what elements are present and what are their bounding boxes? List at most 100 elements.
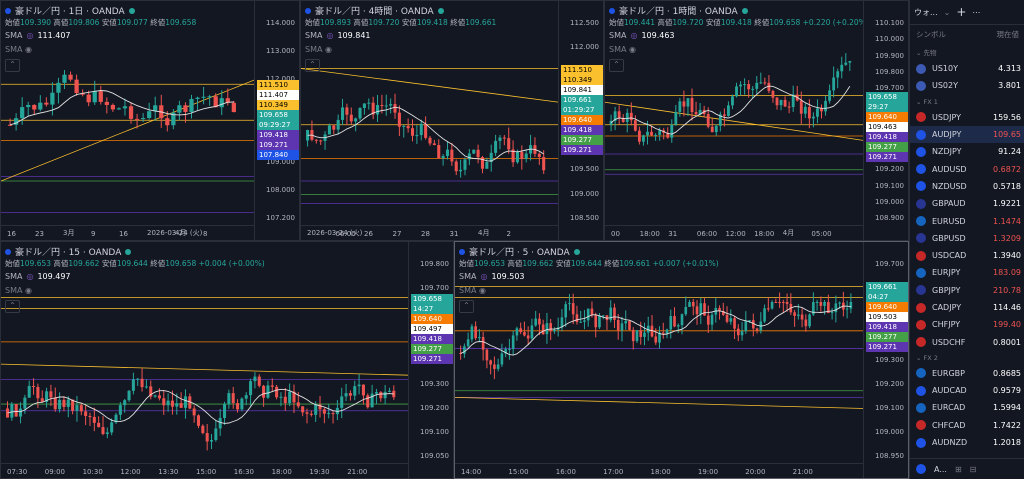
chart-title[interactable]: 豪ドル／円 · 1日 · OANDA bbox=[15, 7, 125, 17]
candle-body[interactable] bbox=[218, 417, 222, 429]
candle-body[interactable] bbox=[38, 102, 43, 110]
sma-legend[interactable]: SMA ◎ 109.841 bbox=[305, 31, 371, 40]
candle-body[interactable] bbox=[92, 416, 96, 423]
candle-body[interactable] bbox=[624, 321, 628, 324]
candle-body[interactable] bbox=[637, 130, 641, 142]
candle-body[interactable] bbox=[725, 314, 729, 322]
candle-body[interactable] bbox=[729, 318, 733, 322]
candle-body[interactable] bbox=[520, 151, 524, 159]
candle-body[interactable] bbox=[309, 413, 313, 415]
candle-body[interactable] bbox=[49, 391, 53, 398]
candle-body[interactable] bbox=[564, 304, 568, 318]
candle-body[interactable] bbox=[140, 378, 144, 388]
candle-body[interactable] bbox=[658, 332, 661, 343]
candle-body[interactable] bbox=[402, 125, 406, 127]
candle-body[interactable] bbox=[466, 339, 470, 347]
watchlist-row-eurusd[interactable]: EURUSD 1.1474 bbox=[910, 212, 1024, 229]
candle-body[interactable] bbox=[727, 105, 730, 116]
candle-body[interactable] bbox=[318, 404, 322, 410]
candle-body[interactable] bbox=[97, 422, 101, 428]
candle-body[interactable] bbox=[214, 428, 218, 440]
candle-body[interactable] bbox=[785, 302, 789, 304]
watchlist-section-header[interactable]: ⌄ FX 2 bbox=[916, 353, 938, 362]
candle-body[interactable] bbox=[755, 328, 759, 331]
candle-body[interactable] bbox=[419, 123, 423, 136]
candle-body[interactable] bbox=[824, 100, 827, 112]
candle-body[interactable] bbox=[288, 391, 292, 404]
candle-body[interactable] bbox=[609, 307, 613, 321]
candle-body[interactable] bbox=[410, 128, 415, 136]
candle-body[interactable] bbox=[706, 315, 710, 325]
candle-body[interactable] bbox=[511, 335, 515, 349]
candle-body[interactable] bbox=[553, 329, 556, 332]
candle-body[interactable] bbox=[467, 153, 471, 160]
candle-body[interactable] bbox=[654, 336, 658, 343]
candle-body[interactable] bbox=[454, 161, 458, 172]
candle-body[interactable] bbox=[344, 393, 348, 397]
candle-body[interactable] bbox=[463, 346, 466, 354]
sma-line[interactable] bbox=[7, 388, 394, 424]
collapse-legend-button[interactable]: ⌃ bbox=[305, 59, 320, 72]
candle-body[interactable] bbox=[231, 393, 235, 404]
chart-pane-4h[interactable]: 豪ドル／円 · 4時間 · OANDA 始値109.893 高値109.720 安… bbox=[300, 0, 604, 241]
chart-title[interactable]: 豪ドル／円 · 1時間 · OANDA bbox=[619, 7, 738, 17]
candle-body[interactable] bbox=[494, 140, 498, 153]
watchlist-section-header[interactable]: ⌄ 先物 bbox=[916, 49, 937, 57]
candle-body[interactable] bbox=[646, 325, 650, 333]
candle-body[interactable] bbox=[706, 114, 710, 127]
candle-body[interactable] bbox=[45, 391, 49, 402]
price-axis[interactable]: 109.700109.600109.500109.400109.300109.2… bbox=[863, 242, 908, 478]
candle-body[interactable] bbox=[498, 137, 502, 141]
candle-body[interactable] bbox=[848, 61, 852, 63]
candle-body[interactable] bbox=[98, 91, 103, 102]
candle-body[interactable] bbox=[380, 105, 384, 107]
candle-body[interactable] bbox=[123, 400, 127, 406]
candle-body[interactable] bbox=[249, 381, 253, 396]
chart-pane-5m[interactable]: 豪ドル／円 · 5 · OANDA 始値109.653 高値109.662 安値1… bbox=[454, 241, 909, 479]
candle-body[interactable] bbox=[207, 96, 212, 98]
candle-body[interactable] bbox=[370, 393, 374, 408]
candle-body[interactable] bbox=[594, 315, 598, 328]
candle-body[interactable] bbox=[177, 105, 182, 113]
candle-body[interactable] bbox=[751, 320, 755, 329]
candle-body[interactable] bbox=[767, 82, 771, 91]
candle-body[interactable] bbox=[205, 433, 209, 442]
candle-body[interactable] bbox=[718, 307, 721, 312]
candle-body[interactable] bbox=[478, 337, 481, 339]
sma-legend-secondary[interactable]: SMA ◉ bbox=[459, 286, 486, 295]
watchlist-row-gbpusd[interactable]: GBPUSD 1.3209 bbox=[910, 230, 1024, 247]
trend-line[interactable] bbox=[605, 101, 864, 141]
candle-body[interactable] bbox=[783, 99, 787, 107]
candle-body[interactable] bbox=[32, 104, 37, 110]
candle-body[interactable] bbox=[474, 326, 477, 339]
candle-body[interactable] bbox=[575, 314, 579, 323]
candle-body[interactable] bbox=[128, 106, 134, 119]
watchlist-row-chfjpy[interactable]: CHFJPY 199.40 bbox=[910, 316, 1024, 333]
watchlist-row-usdcad[interactable]: USDCAD 1.3940 bbox=[910, 247, 1024, 264]
candle-body[interactable] bbox=[793, 312, 796, 316]
candle-body[interactable] bbox=[763, 82, 767, 84]
candle-body[interactable] bbox=[389, 104, 393, 106]
candle-body[interactable] bbox=[507, 138, 511, 150]
candles-svg[interactable] bbox=[605, 1, 864, 226]
candle-body[interactable] bbox=[755, 82, 759, 89]
candle-body[interactable] bbox=[642, 135, 645, 142]
candle-body[interactable] bbox=[231, 102, 236, 113]
candle-body[interactable] bbox=[628, 321, 631, 330]
column-price[interactable]: 現在値 bbox=[996, 30, 1020, 39]
candle-body[interactable] bbox=[319, 140, 323, 142]
candle-body[interactable] bbox=[748, 320, 751, 322]
collapse-legend-button[interactable]: ⌃ bbox=[5, 59, 20, 72]
candle-body[interactable] bbox=[219, 98, 224, 108]
candle-body[interactable] bbox=[665, 329, 669, 334]
candle-body[interactable] bbox=[189, 98, 194, 112]
candle-body[interactable] bbox=[545, 323, 549, 335]
candle-body[interactable] bbox=[166, 400, 170, 406]
candle-body[interactable] bbox=[463, 159, 467, 170]
candle-body[interactable] bbox=[253, 376, 257, 382]
candle-body[interactable] bbox=[774, 302, 778, 303]
candle-body[interactable] bbox=[508, 348, 511, 350]
watchlist-row-usdjpy[interactable]: USDJPY 159.56 bbox=[910, 109, 1024, 126]
candle-body[interactable] bbox=[270, 385, 274, 387]
candle-body[interactable] bbox=[183, 396, 187, 408]
